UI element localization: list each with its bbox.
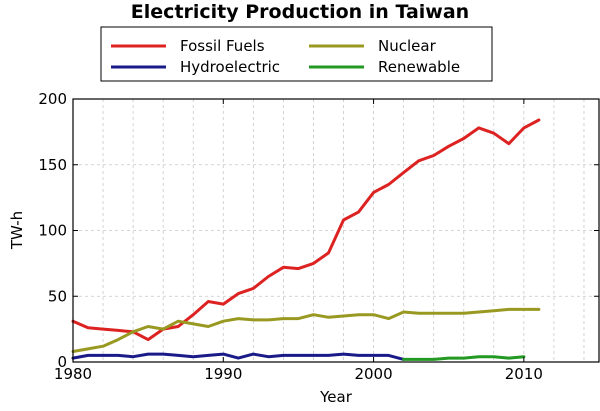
legend-label-hydroelectric: Hydroelectric <box>180 58 280 76</box>
grid <box>73 99 599 362</box>
x-tick-label: 2010 <box>505 365 543 383</box>
y-tick-label: 0 <box>57 353 67 371</box>
x-tick-label: 1980 <box>54 365 92 383</box>
legend-label-renewable: Renewable <box>378 58 460 76</box>
series-line-fossil-fuels <box>71 118 541 342</box>
series-layer <box>71 118 541 361</box>
series-line-renewable <box>402 355 526 361</box>
legend: Fossil Fuels Hydroelectric Nuclear Renewabl… <box>100 26 493 82</box>
legend-label-nuclear: Nuclear <box>378 37 437 55</box>
series-line-hydroelectric <box>71 352 406 361</box>
x-tick-label: 1990 <box>204 365 242 383</box>
series-line-nuclear <box>71 307 541 353</box>
y-tick-label: 100 <box>38 222 67 240</box>
y-tick-label: 50 <box>48 287 67 305</box>
legend-box <box>100 26 493 82</box>
x-tick-label: 2000 <box>354 365 392 383</box>
x-axis-label: Year <box>319 388 353 406</box>
legend-label-fossil-fuels: Fossil Fuels <box>180 37 265 55</box>
y-axis-label: TW-h <box>8 211 26 250</box>
x-axis: 1980 1990 2000 2010 <box>54 99 543 383</box>
y-tick-label: 200 <box>38 90 67 108</box>
y-tick-label: 150 <box>38 156 67 174</box>
chart-title: Electricity Production in Taiwan <box>131 1 469 23</box>
y-axis: 0 50 100 150 200 <box>38 90 599 371</box>
